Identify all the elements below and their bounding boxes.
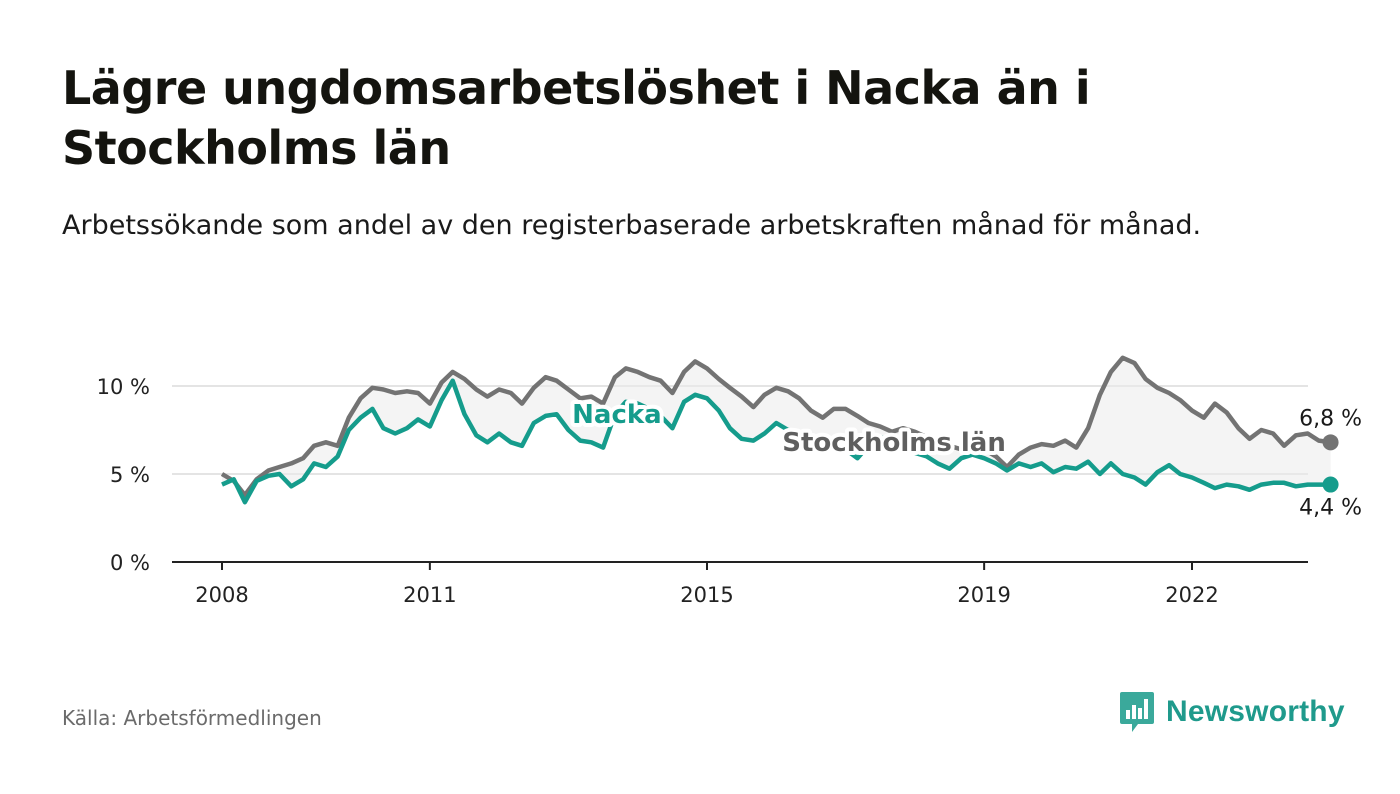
end-marker-nacka xyxy=(1322,476,1339,493)
y-tick-label: 5 % xyxy=(110,463,150,487)
end-label-stockholm: 6,8 % xyxy=(1299,406,1362,431)
x-tick-label: 2015 xyxy=(680,583,733,607)
y-tick-label: 10 % xyxy=(97,375,150,399)
chart-title: Lägre ungdomsarbetslöshet i Nacka än i S… xyxy=(62,61,1091,175)
series-label-nacka: Nacka xyxy=(572,400,662,430)
end-marker-stockholm xyxy=(1322,434,1339,451)
y-tick-label: 0 % xyxy=(110,551,150,575)
series-label-stockholm-halo: Stockholms län xyxy=(782,428,1006,458)
axes: 0 % 5 % 10 % 2008 2011 2015 2019 2022 xyxy=(97,375,1308,607)
series-label-nacka-halo: Nacka xyxy=(572,400,662,430)
brand-name: Newsworthy xyxy=(1166,695,1345,728)
series-label-stockholm: Stockholms län xyxy=(782,428,1006,458)
x-tick-label: 2019 xyxy=(957,583,1010,607)
end-label-nacka: 4,4 % xyxy=(1299,496,1362,521)
x-tick-label: 2011 xyxy=(403,583,456,607)
bar-chart-icon xyxy=(1120,692,1154,732)
chart-subtitle: Arbetssökande som andel av den registerb… xyxy=(62,210,1202,241)
newsworthy-logo[interactable]: Newsworthy xyxy=(1118,690,1345,734)
source-note: Källa: Arbetsförmedlingen xyxy=(62,706,322,730)
series-line-stockholm xyxy=(220,355,1331,498)
gap-band xyxy=(222,357,1331,503)
x-tick-label: 2022 xyxy=(1165,583,1218,607)
x-tick-label: 2008 xyxy=(195,583,248,607)
series-lines xyxy=(220,355,1339,505)
series-line-nacka xyxy=(221,378,1331,505)
